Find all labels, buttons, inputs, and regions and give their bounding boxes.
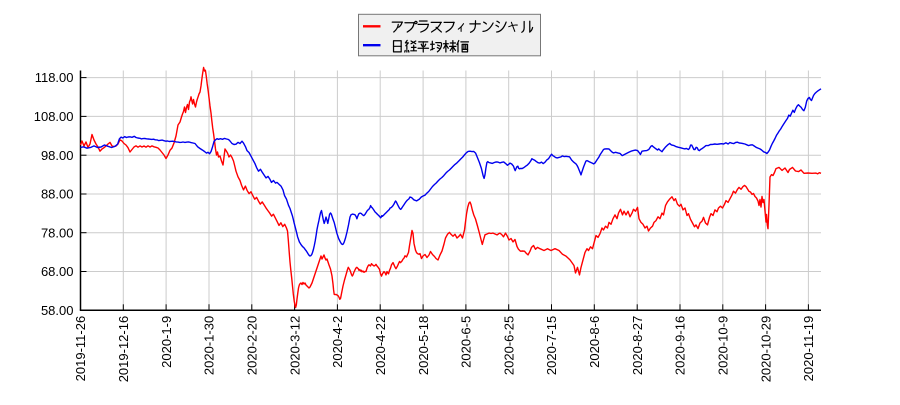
svg-text:2020-3-12: 2020-3-12 [287,316,302,375]
svg-text:2020-4-2: 2020-4-2 [330,316,345,368]
svg-text:2020-1-9: 2020-1-9 [159,316,174,368]
svg-text:2020-5-18: 2020-5-18 [416,316,431,375]
svg-text:2020-9-16: 2020-9-16 [673,316,688,375]
svg-text:118.00: 118.00 [35,70,74,85]
svg-text:2020-4-22: 2020-4-22 [373,316,388,375]
svg-text:2020-2-20: 2020-2-20 [245,316,260,375]
svg-text:2020-1-30: 2020-1-30 [202,316,217,375]
svg-text:2020-10-9: 2020-10-9 [716,316,731,375]
svg-text:88.00: 88.00 [41,187,74,202]
svg-text:2020-8-6: 2020-8-6 [587,316,602,368]
svg-text:2020-10-29: 2020-10-29 [758,316,773,383]
svg-text:2020-6-25: 2020-6-25 [501,316,516,375]
svg-text:2020-6-5: 2020-6-5 [459,316,474,368]
svg-text:58.00: 58.00 [41,303,74,318]
svg-text:2019-11-26: 2019-11-26 [73,316,88,382]
svg-text:108.00: 108.00 [34,109,74,124]
svg-text:2020-11-19: 2020-11-19 [801,316,816,382]
svg-text:2020-7-15: 2020-7-15 [544,316,559,375]
svg-text:78.00: 78.00 [41,225,74,240]
svg-text:98.00: 98.00 [41,148,74,163]
svg-text:2020-8-27: 2020-8-27 [630,316,645,375]
svg-text:2019-12-16: 2019-12-16 [116,316,131,383]
svg-text:68.00: 68.00 [41,264,74,279]
